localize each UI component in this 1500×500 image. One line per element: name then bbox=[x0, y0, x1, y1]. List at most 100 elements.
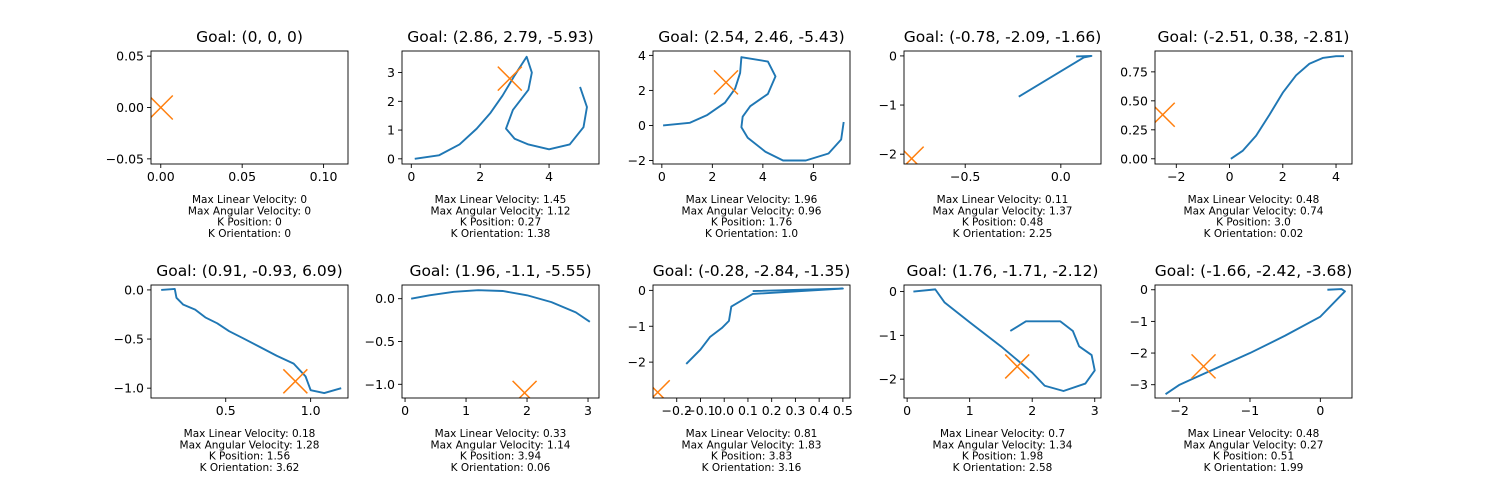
max-linear-velocity-text: Max Linear Velocity: 0.7 bbox=[940, 428, 1065, 440]
x-tick-label: 3 bbox=[584, 403, 592, 418]
k-position-text: K Position: 0.51 bbox=[1213, 451, 1294, 463]
goal-marker bbox=[713, 69, 739, 95]
goal-marker bbox=[282, 368, 308, 394]
y-tick-label: 2 bbox=[387, 94, 395, 109]
k-orientation-text: K Orientation: 1.38 bbox=[451, 228, 551, 240]
trajectory-line bbox=[414, 55, 588, 160]
subplot-5: Goal: (-2.51, 0.38, -2.81) −2 0 2 4 0.00 0.25 0… bbox=[1120, 28, 1353, 240]
k-position-text: K Position: 1.98 bbox=[962, 451, 1043, 463]
k-position-text: K Position: 3.83 bbox=[711, 451, 792, 463]
trajectory-line bbox=[913, 288, 1096, 392]
subplot-9: Goal: (1.76, -1.71, -2.12) 0 1 2 3 −2 −1 0 Max L… bbox=[879, 262, 1102, 474]
x-tick-label: 0 bbox=[1226, 169, 1234, 184]
y-tick-label: −2 bbox=[1130, 346, 1148, 361]
y-tick-label: −2 bbox=[628, 153, 646, 168]
goal-marker bbox=[151, 94, 174, 121]
x-tick-label: 1.0 bbox=[301, 403, 321, 418]
goal-marker bbox=[904, 146, 925, 164]
axes-frame bbox=[150, 284, 349, 399]
y-tick-label: −1.0 bbox=[365, 377, 395, 392]
y-tick-label: −0.5 bbox=[365, 334, 395, 349]
subplot-title: Goal: (-0.78, -2.09, -1.66) bbox=[904, 28, 1102, 46]
k-position-text: K Position: 1.76 bbox=[711, 217, 793, 229]
y-tick-label: −1.0 bbox=[114, 381, 144, 396]
max-angular-velocity-text: Max Angular Velocity: 0.74 bbox=[1184, 205, 1324, 217]
goal-marker bbox=[512, 380, 538, 398]
subplot-8: Goal: (-0.28, -2.84, -1.35) −0.2−0.10.0 0.… bbox=[628, 262, 853, 474]
goal-marker bbox=[1004, 353, 1030, 379]
k-position-text: K Position: 3.0 bbox=[1216, 217, 1291, 229]
x-tick-label: 0 bbox=[407, 169, 415, 184]
subplot-title: Goal: (1.76, -1.71, -2.12) bbox=[907, 262, 1099, 280]
max-angular-velocity-text: Max Angular Velocity: 1.83 bbox=[682, 439, 822, 451]
k-position-text: K Position: 3.94 bbox=[460, 451, 542, 463]
x-tick-label: 0.0 bbox=[714, 403, 734, 418]
x-tick-label: −2 bbox=[1170, 403, 1188, 418]
trajectory-line bbox=[1165, 288, 1346, 395]
x-tick-label: 0 bbox=[1316, 403, 1324, 418]
goal-marker bbox=[653, 379, 671, 398]
x-tick-label: 4 bbox=[1332, 169, 1340, 184]
y-tick-label: 0 bbox=[638, 118, 646, 133]
subplot-6: Goal: (0.91, -0.93, 6.09) 0.5 1.0 −1.0 −0.5 0… bbox=[114, 262, 349, 474]
x-tick-label: 2 bbox=[476, 169, 484, 184]
x-tick-label: 0.3 bbox=[785, 403, 805, 418]
trajectory-line bbox=[1018, 54, 1093, 98]
max-angular-velocity-text: Max Angular Velocity: 1.37 bbox=[933, 205, 1073, 217]
y-tick-label: −2 bbox=[879, 147, 897, 162]
subplot-1: Goal: (0, 0, 0)0.00 0.05 0.10−0.050.000.05… bbox=[106, 28, 349, 240]
k-position-text: K Position: 0.48 bbox=[962, 217, 1043, 229]
x-tick-label: 0.10 bbox=[310, 169, 338, 184]
goal-marker bbox=[497, 66, 523, 92]
y-tick-label: 0 bbox=[387, 151, 395, 166]
y-tick-label: −3 bbox=[1130, 377, 1148, 392]
y-tick-label: 0 bbox=[1140, 282, 1148, 297]
axes-frame bbox=[150, 50, 349, 165]
x-tick-label: 0.0 bbox=[1051, 169, 1071, 184]
x-tick-label: 0.05 bbox=[228, 169, 256, 184]
max-linear-velocity-text: Max Linear Velocity: 0.33 bbox=[435, 428, 567, 440]
x-tick-label: 0 bbox=[401, 403, 409, 418]
x-tick-label: 6 bbox=[809, 169, 817, 184]
max-linear-velocity-text: Max Linear Velocity: 0.18 bbox=[184, 428, 316, 440]
x-tick-label: 1 bbox=[462, 403, 470, 418]
max-linear-velocity-text: Max Linear Velocity: 0.48 bbox=[1188, 428, 1320, 440]
max-linear-velocity-text: Max Linear Velocity: 0.11 bbox=[937, 194, 1069, 206]
k-orientation-text: K Orientation: 1.0 bbox=[705, 228, 798, 240]
k-orientation-text: K Orientation: 2.25 bbox=[953, 228, 1053, 240]
x-tick-label: −2 bbox=[1167, 169, 1185, 184]
x-tick-label: 0 bbox=[658, 169, 666, 184]
y-tick-label: 0.0 bbox=[124, 282, 144, 297]
y-tick-label: −1 bbox=[1130, 314, 1148, 329]
x-tick-label: 0.5 bbox=[833, 403, 853, 418]
max-angular-velocity-text: Max Angular Velocity: 0.96 bbox=[682, 205, 822, 217]
k-orientation-text: K Orientation: 3.16 bbox=[702, 462, 802, 474]
subplot-title: Goal: (-0.28, -2.84, -1.35) bbox=[653, 262, 851, 280]
x-tick-label: −0.1 bbox=[685, 403, 715, 418]
k-orientation-text: K Orientation: 1.99 bbox=[1204, 462, 1304, 474]
y-tick-label: 0.0 bbox=[375, 291, 395, 306]
y-tick-label: 3 bbox=[387, 65, 395, 80]
x-tick-label: 2 bbox=[708, 169, 716, 184]
y-tick-label: 0 bbox=[638, 283, 646, 298]
subplot-title: Goal: (0, 0, 0) bbox=[196, 28, 303, 46]
x-tick-label: 1 bbox=[966, 403, 974, 418]
max-angular-velocity-text: Max Angular Velocity: 1.12 bbox=[431, 205, 571, 217]
x-tick-label: 0.4 bbox=[809, 403, 829, 418]
max-angular-velocity-text: Max Angular Velocity: 0 bbox=[188, 205, 311, 217]
x-tick-label: 3 bbox=[1091, 403, 1099, 418]
x-tick-label: 2 bbox=[1279, 169, 1287, 184]
axes-frame bbox=[1154, 284, 1353, 399]
y-tick-label: 4 bbox=[638, 48, 646, 63]
k-orientation-text: K Orientation: 2.58 bbox=[953, 462, 1053, 474]
k-position-text: K Position: 1.56 bbox=[209, 451, 291, 463]
axes-frame bbox=[401, 50, 600, 165]
max-linear-velocity-text: Max Linear Velocity: 0.81 bbox=[686, 428, 818, 440]
y-tick-label: −0.5 bbox=[114, 332, 144, 347]
y-tick-label: 0.75 bbox=[1120, 64, 1148, 79]
max-linear-velocity-text: Max Linear Velocity: 0 bbox=[192, 194, 307, 206]
x-tick-label: 2 bbox=[1028, 403, 1036, 418]
x-tick-label: −0.5 bbox=[950, 169, 980, 184]
x-tick-label: −1 bbox=[1241, 403, 1259, 418]
